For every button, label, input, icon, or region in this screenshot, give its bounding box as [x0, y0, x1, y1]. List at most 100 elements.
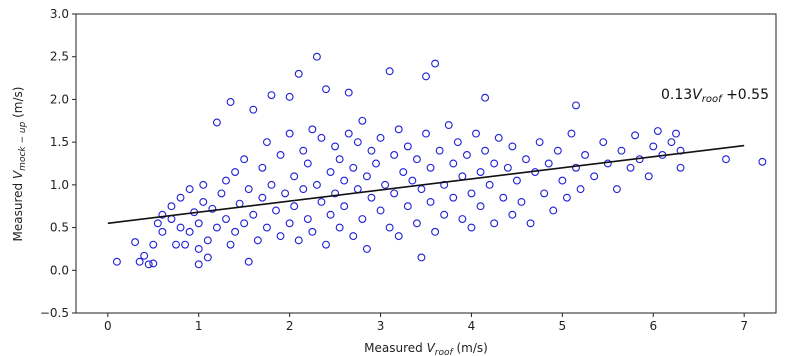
- data-point: [672, 129, 680, 138]
- data-point: [226, 240, 235, 249]
- data-point: [326, 168, 335, 176]
- data-point: [222, 176, 230, 185]
- data-point: [131, 238, 140, 247]
- data-point: [199, 197, 208, 206]
- data-point: [485, 180, 494, 189]
- data-point: [549, 206, 558, 215]
- data-point: [422, 129, 430, 138]
- data-point: [317, 133, 326, 142]
- x-tick-label: 4: [468, 319, 476, 333]
- y-axis-label: Measured Vmock − up (m/s): [11, 87, 28, 242]
- data-point: [603, 159, 612, 168]
- data-point: [194, 260, 203, 269]
- data-point: [458, 215, 467, 223]
- x-tick-label: 2: [286, 319, 294, 333]
- data-point: [412, 155, 421, 164]
- data-point: [562, 193, 571, 202]
- data-point: [294, 236, 303, 245]
- data-point: [667, 138, 676, 147]
- fit-sub: roof: [702, 94, 723, 105]
- x-tick-label: 5: [559, 319, 567, 333]
- data-point: [540, 189, 549, 198]
- data-point: [308, 125, 317, 134]
- data-point: [172, 240, 180, 249]
- data-point: [453, 138, 462, 147]
- data-point: [349, 163, 358, 172]
- x-tick-label: 3: [377, 319, 385, 333]
- data-point: [417, 185, 426, 194]
- data-point: [408, 176, 417, 185]
- data-point: [426, 197, 435, 206]
- data-point: [231, 168, 240, 176]
- data-point: [426, 163, 435, 172]
- x-tick-label: 7: [740, 319, 748, 333]
- data-point: [176, 223, 185, 232]
- data-point: [390, 151, 399, 159]
- data-point: [431, 59, 440, 68]
- data-point: [526, 219, 535, 228]
- data-point: [208, 204, 217, 213]
- data-point: [258, 163, 267, 172]
- data-point: [372, 159, 380, 168]
- data-point: [572, 163, 580, 172]
- data-point: [299, 185, 308, 194]
- data-point: [440, 210, 449, 219]
- axis-ticks: 0 1 2 3 4 5 6 7 −0.5 0.0 0.5 1.0 1.5 2.0 2.5 3.0: [40, 7, 748, 333]
- data-point: [158, 210, 167, 219]
- data-point: [240, 219, 249, 228]
- data-point: [326, 210, 335, 219]
- data-point: [676, 163, 685, 172]
- data-point: [362, 172, 371, 181]
- data-point: [290, 202, 299, 211]
- data-point: [212, 118, 221, 127]
- data-point: [185, 227, 194, 236]
- data-point: [399, 168, 408, 176]
- data-point: [403, 142, 412, 151]
- y-label-sub: mock − up: [18, 121, 28, 170]
- data-point: [558, 176, 567, 185]
- data-point: [444, 121, 453, 130]
- data-point: [353, 185, 362, 194]
- data-point: [385, 67, 394, 76]
- data-point: [353, 138, 362, 147]
- data-point: [435, 146, 444, 155]
- y-label-main: Measured: [11, 179, 25, 241]
- data-point: [258, 193, 267, 202]
- data-point: [576, 185, 585, 194]
- data-point: [344, 88, 353, 97]
- data-point: [276, 151, 285, 159]
- data-point: [285, 129, 294, 138]
- data-point: [567, 129, 576, 138]
- data-point: [331, 189, 340, 198]
- data-point: [481, 93, 490, 102]
- data-point: [612, 185, 621, 194]
- data-point: [722, 155, 730, 164]
- data-point: [222, 215, 230, 223]
- data-point: [522, 155, 530, 164]
- data-point: [631, 131, 640, 140]
- data-point: [535, 138, 544, 147]
- data-point: [490, 159, 499, 168]
- data-point: [144, 260, 153, 269]
- data-point: [390, 189, 399, 198]
- data-point: [194, 244, 203, 253]
- data-point: [644, 172, 653, 181]
- data-point: [267, 91, 276, 100]
- data-point: [285, 219, 294, 228]
- data-point: [262, 138, 271, 147]
- x-label-unit: (m/s): [453, 341, 488, 355]
- data-point: [458, 172, 467, 181]
- data-point: [167, 202, 176, 211]
- data-point: [226, 98, 235, 106]
- data-point: [462, 151, 471, 159]
- data-point: [344, 129, 353, 138]
- data-point: [231, 227, 240, 236]
- data-point: [358, 215, 367, 223]
- data-point: [203, 236, 212, 245]
- data-point: [581, 151, 590, 159]
- data-point: [235, 199, 244, 208]
- x-label-var: V: [427, 341, 436, 355]
- data-point: [367, 146, 376, 155]
- data-point: [253, 236, 262, 245]
- data-point: [135, 257, 144, 266]
